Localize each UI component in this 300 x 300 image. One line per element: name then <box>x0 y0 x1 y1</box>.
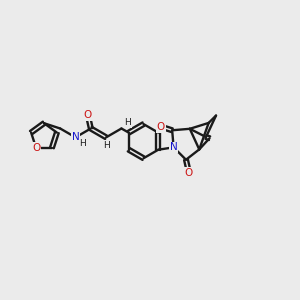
Text: O: O <box>84 110 92 120</box>
Text: O: O <box>157 122 165 132</box>
Text: O: O <box>185 168 193 178</box>
Text: N: N <box>72 132 80 142</box>
Text: N: N <box>170 142 178 152</box>
Text: O: O <box>32 143 40 153</box>
Text: H: H <box>124 118 131 127</box>
Text: H: H <box>103 141 110 150</box>
Text: H: H <box>80 139 86 148</box>
